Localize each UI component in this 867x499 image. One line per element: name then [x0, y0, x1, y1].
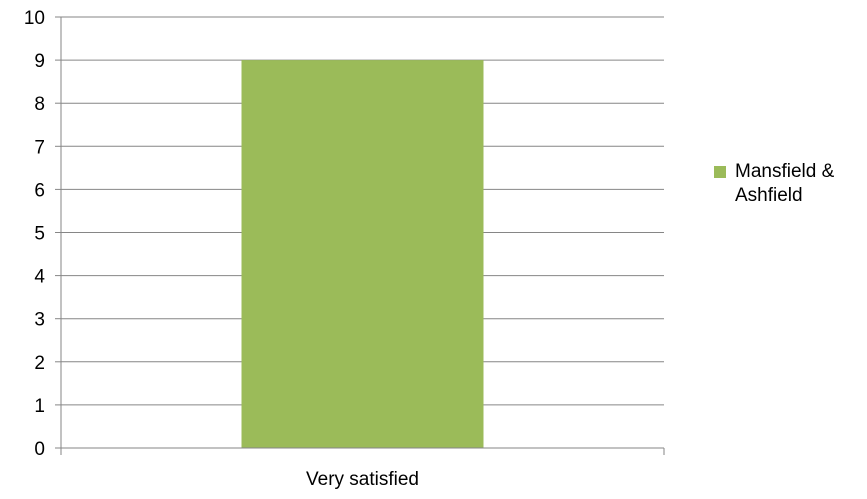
y-tick-label: 2 — [34, 353, 45, 374]
bars — [241, 60, 484, 448]
x-axis-tick-labels: Very satisfied — [306, 469, 419, 490]
y-tick-label: 8 — [34, 94, 45, 115]
y-tick-label: 5 — [34, 224, 45, 245]
x-tick-label: Very satisfied — [306, 469, 419, 490]
bar — [241, 60, 484, 448]
y-tick-label: 10 — [24, 8, 45, 29]
y-tick-label: 1 — [34, 396, 45, 417]
axes — [60, 17, 665, 455]
legend-label: Mansfield & Ashfield — [735, 161, 835, 206]
y-tick-label: 7 — [34, 137, 45, 158]
y-tick-label: 9 — [34, 51, 45, 72]
y-tick-label: 3 — [34, 310, 45, 331]
y-tick-label: 0 — [34, 439, 45, 460]
y-tick-label: 4 — [34, 267, 45, 288]
y-axis-tick-labels: 0 1 2 3 4 5 6 7 8 9 10 — [24, 8, 46, 460]
legend-swatch — [714, 166, 726, 178]
y-tick-label: 6 — [34, 180, 45, 201]
